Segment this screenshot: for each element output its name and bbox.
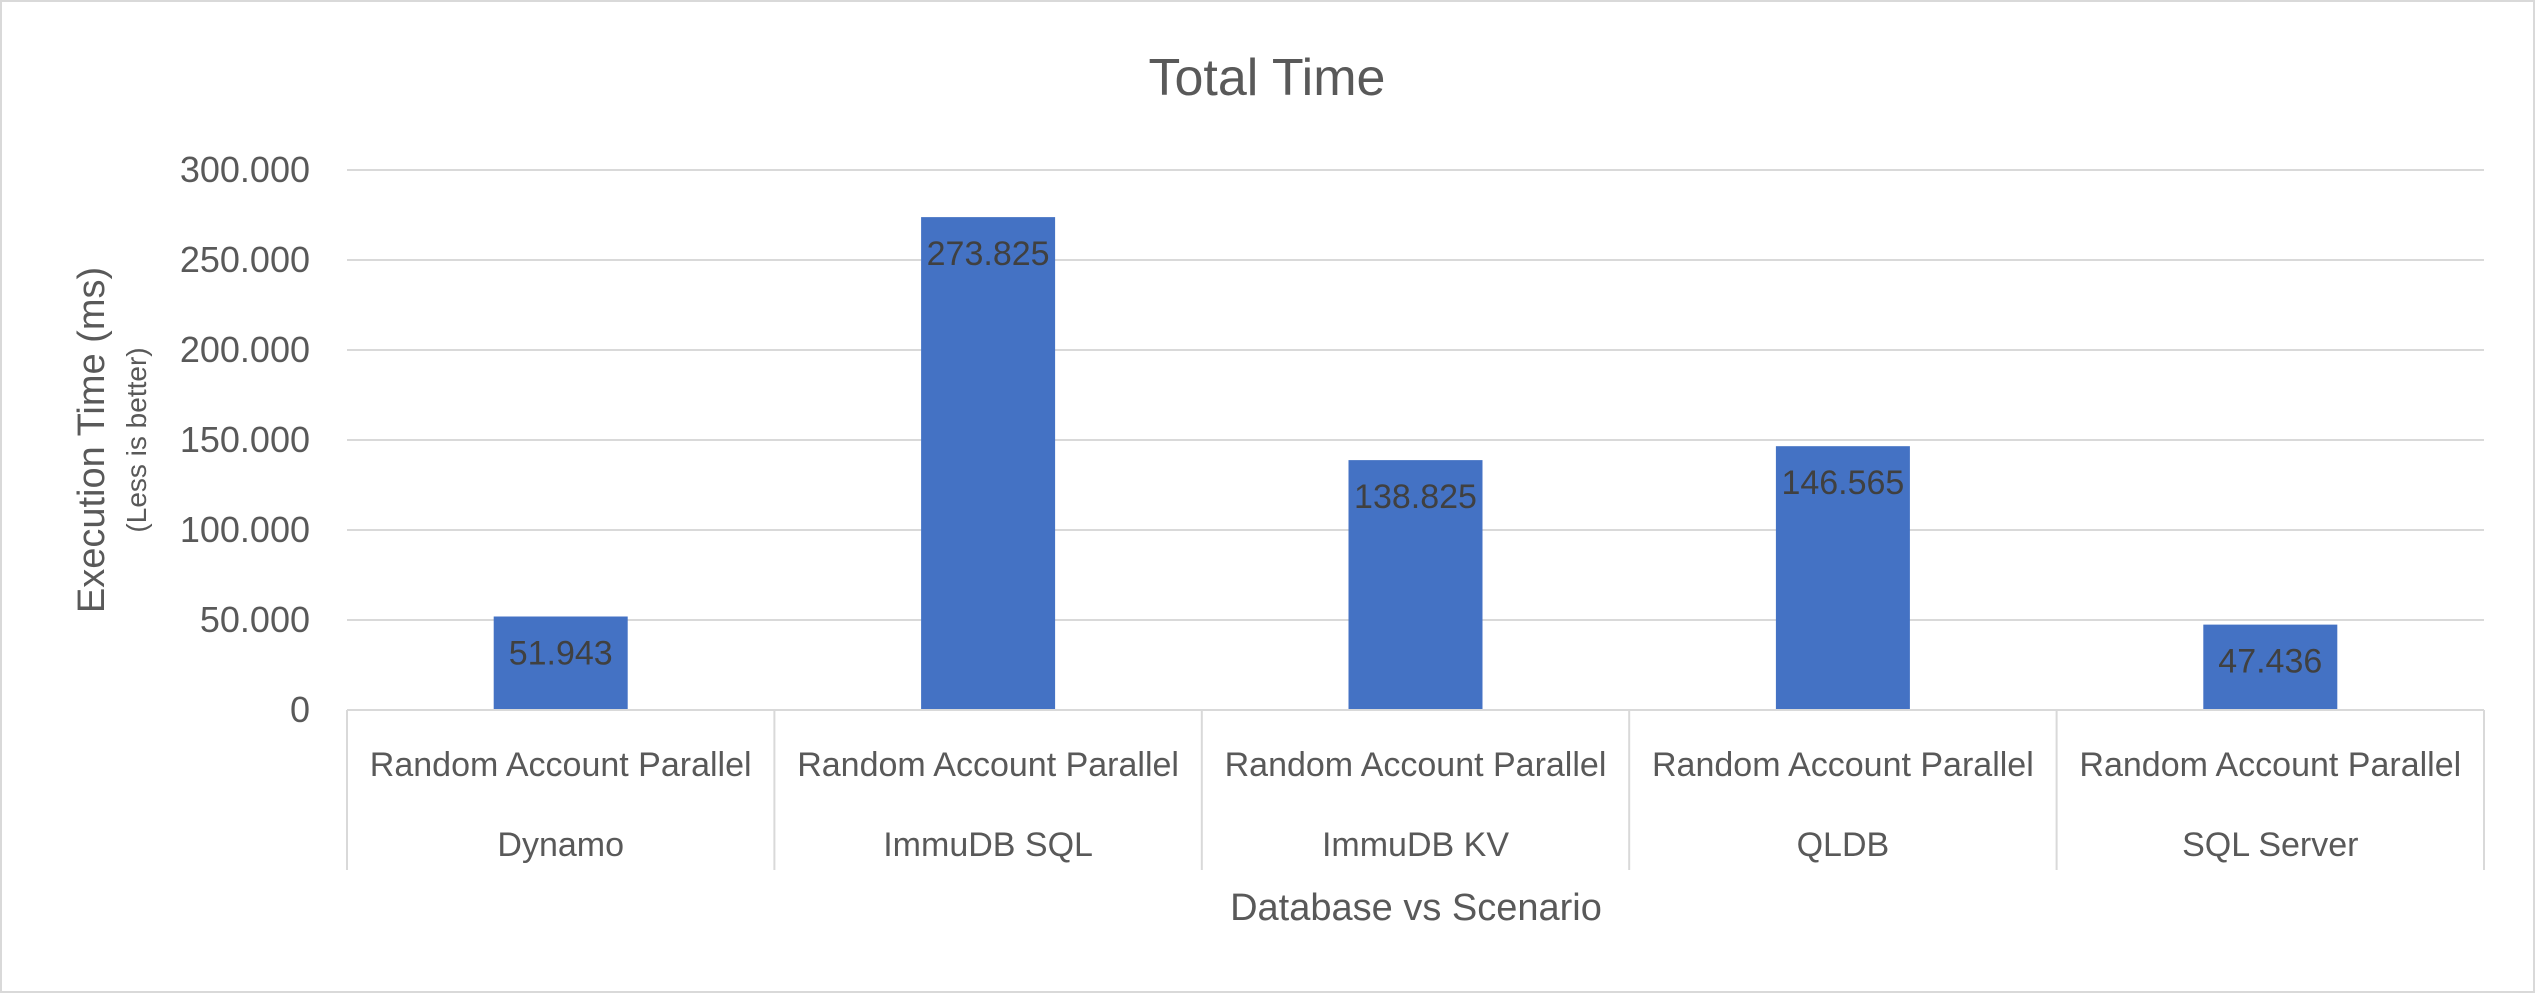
y-tick-label: 200.000 bbox=[180, 329, 310, 370]
x-category-label: Random Account Parallel bbox=[797, 746, 1179, 784]
bar bbox=[493, 616, 628, 710]
y-axis-ticks: 0 50.000 100.000 150.000 200.000 250.000 300.0… bbox=[180, 149, 310, 730]
x-group-label: Dynamo bbox=[497, 826, 624, 864]
data-labels: 51.943 273.825 138.825 146.565 47.436 bbox=[509, 235, 2323, 681]
x-category-label: Random Account Parallel bbox=[370, 746, 752, 784]
x-category-label: Random Account Parallel bbox=[2079, 746, 2461, 784]
data-label: 47.436 bbox=[2218, 643, 2322, 681]
chart-title: Total Time bbox=[1149, 49, 1386, 107]
bars bbox=[493, 217, 2338, 711]
x-group-label: ImmuDB SQL bbox=[883, 826, 1093, 864]
data-label: 273.825 bbox=[927, 235, 1050, 273]
bar bbox=[2203, 624, 2338, 710]
x-group-label: ImmuDB KV bbox=[1322, 826, 1509, 864]
y-tick-label: 100.000 bbox=[180, 509, 310, 550]
x-axis-title: Database vs Scenario bbox=[1230, 887, 1602, 929]
x-group-label: SQL Server bbox=[2182, 826, 2358, 864]
y-tick-label: 50.000 bbox=[200, 599, 310, 640]
bar bbox=[921, 217, 1056, 711]
gridlines bbox=[347, 169, 2484, 621]
y-tick-label: 0 bbox=[290, 689, 310, 730]
x-category-label: Random Account Parallel bbox=[1652, 746, 2034, 784]
x-axis: Random Account Parallel Dynamo Random Acco… bbox=[346, 709, 2485, 870]
bar bbox=[1775, 446, 1910, 710]
data-label: 51.943 bbox=[509, 635, 613, 673]
data-label: 138.825 bbox=[1354, 478, 1477, 516]
data-label: 146.565 bbox=[1781, 464, 1904, 502]
y-axis-title: Execution Time (ms) bbox=[71, 267, 113, 613]
y-axis-subtitle: (Less is better) bbox=[121, 347, 152, 532]
y-tick-label: 250.000 bbox=[180, 239, 310, 280]
x-category-label: Random Account Parallel bbox=[1225, 746, 1607, 784]
y-tick-label: 150.000 bbox=[180, 419, 310, 460]
y-tick-label: 300.000 bbox=[180, 149, 310, 190]
x-group-label: QLDB bbox=[1797, 826, 1890, 864]
bar bbox=[1348, 460, 1483, 710]
